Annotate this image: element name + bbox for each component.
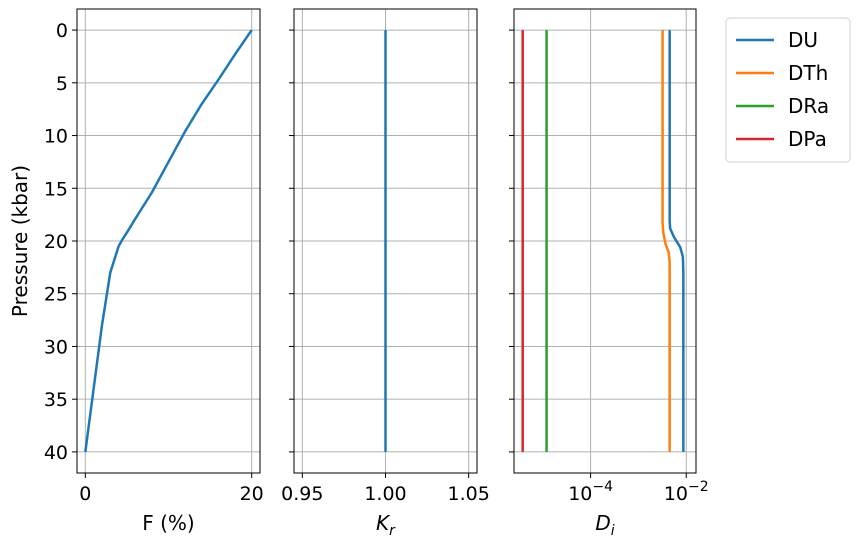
y-tick-label-6: 30 — [44, 336, 68, 358]
legend-box — [725, 17, 851, 163]
series-line-panel-1-0 — [84, 29, 253, 453]
legend: DU DTh DRa DPa — [725, 17, 851, 163]
x-tick-label-1-0: 0 — [79, 483, 91, 505]
y-tick-label-0: 0 — [56, 20, 68, 42]
x-axis-label-1: F (%) — [142, 511, 194, 535]
y-tick-label-1: 5 — [56, 73, 68, 95]
x-tick-label-2-1: 1.00 — [364, 483, 406, 505]
x-tick-label-1-1: 20 — [240, 483, 264, 505]
series-line-dth — [661, 30, 671, 452]
legend-label-du: DU — [788, 28, 818, 52]
y-tick-label-7: 35 — [44, 389, 68, 411]
y-axis-label: Pressure (kbar) — [8, 165, 32, 317]
legend-label-dth: DTh — [788, 61, 828, 85]
legend-label-dpa: DPa — [788, 127, 827, 151]
x-tick-label-2-0: 0.95 — [281, 483, 323, 505]
panel-1: 0 20 0 5 10 15 20 25 30 35 40 F (%) Pressure (kbar) — [8, 8, 264, 535]
y-tick-label-4: 20 — [44, 231, 68, 253]
y-tick-label-8: 40 — [44, 442, 68, 464]
panel-3: 10−4 10−2 Di — [509, 8, 709, 539]
x-tick-label-3-1: 10−2 — [664, 479, 709, 505]
y-tick-label-3: 15 — [44, 178, 68, 200]
legend-label-dra: DRa — [788, 94, 829, 118]
x-tick-label-2-2: 1.05 — [448, 483, 490, 505]
x-tick-label-3-0: 10−4 — [568, 479, 613, 505]
x-axis-label-2: Kr — [376, 511, 396, 539]
x-axis-label-3: Di — [595, 511, 614, 539]
y-tick-label-2: 10 — [44, 126, 68, 148]
series-line-du — [668, 30, 685, 452]
panel-2: 0.95 1.00 1.05 Kr — [281, 8, 490, 539]
y-tick-label-5: 25 — [44, 284, 68, 306]
